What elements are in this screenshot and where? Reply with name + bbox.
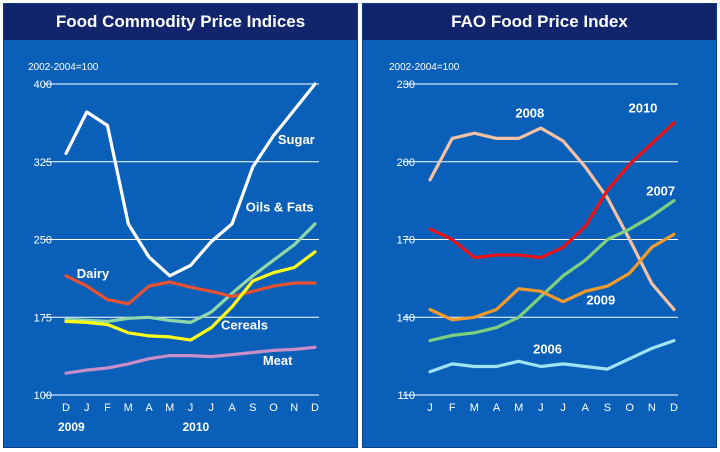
x-tick-label-4: A (145, 402, 153, 414)
series-label-cereals: Cereals (221, 318, 268, 333)
series-label-2009: 2009 (586, 292, 615, 307)
series-line-2010 (428, 121, 676, 260)
y-tick-label-400: 400 (34, 79, 52, 91)
left-chart-title: Food Commodity Price Indices (4, 4, 357, 40)
x-tick-label-1: J (84, 402, 90, 414)
series-line-cereals (64, 250, 317, 342)
y-tick-label-200: 200 (397, 157, 415, 169)
x-tick-label-0: D (62, 402, 70, 414)
x-tick-label-7: A (582, 402, 590, 414)
x-tick-label-10: N (648, 402, 656, 414)
x-tick-label-1: F (449, 402, 456, 414)
series-line-2006 (428, 339, 676, 374)
series-label-sugar: Sugar (278, 132, 315, 147)
x-tick-label-9: O (625, 402, 634, 414)
series-line-dairy (64, 274, 317, 306)
series-label-meat: Meat (263, 353, 293, 368)
x-tick-label-5: M (165, 402, 174, 414)
fao-food-price-index-panel: FAO Food Price Index 2002-2004=100 110 140… (362, 3, 717, 448)
year-label-2009: 2009 (58, 420, 85, 434)
food-commodity-price-indices-panel: Food Commodity Price Indices 2002-2004=1… (3, 3, 358, 448)
x-tick-label-3: A (493, 402, 501, 414)
series-label-oils-fats: Oils & Fats (246, 200, 314, 215)
series-label-2006: 2006 (533, 342, 562, 357)
y-tick-label-325: 325 (34, 157, 52, 169)
x-tick-label-2: M (470, 402, 479, 414)
unit-label: 2002-2004=100 (389, 62, 460, 73)
y-tick-label-170: 170 (397, 235, 415, 247)
x-tick-label-3: M (124, 402, 133, 414)
year-label-2010: 2010 (183, 420, 210, 434)
series-label-dairy: Dairy (77, 266, 110, 281)
x-tick-label-6: J (560, 402, 566, 414)
x-tick-label-12: D (311, 402, 319, 414)
x-tick-label-10: O (269, 402, 278, 414)
series-line-2009 (428, 232, 676, 322)
series-line-sugar (64, 82, 317, 278)
series-line-2008 (428, 126, 676, 312)
x-tick-label-9: S (249, 402, 256, 414)
x-tick-label-4: M (514, 402, 523, 414)
series-label-2010: 2010 (628, 101, 657, 116)
y-tick-label-100: 100 (34, 390, 52, 402)
x-tick-label-11: D (670, 402, 678, 414)
x-tick-label-6: J (188, 402, 194, 414)
series-line-meat (64, 345, 317, 375)
x-tick-label-0: J (427, 402, 433, 414)
x-tick-label-5: J (538, 402, 544, 414)
series-label-2008: 2008 (515, 106, 544, 121)
y-tick-label-140: 140 (397, 312, 415, 324)
fao-food-price-chart: 2002-2004=100 110 140 170 200 230 J F M A M J J A S O N D… (389, 62, 678, 414)
unit-label: 2002-2004=100 (28, 62, 99, 73)
y-tick-label-110: 110 (397, 390, 415, 402)
series-label-2007: 2007 (646, 183, 675, 198)
x-tick-label-8: S (604, 402, 611, 414)
x-tick-label-2: F (104, 402, 111, 414)
x-tick-label-7: J (209, 402, 215, 414)
right-chart-title: FAO Food Price Index (363, 4, 716, 40)
y-tick-label-230: 230 (397, 79, 415, 91)
series-line-oils-fats (64, 222, 317, 324)
x-tick-label-11: N (290, 402, 298, 414)
y-tick-label-175: 175 (34, 312, 52, 324)
x-tick-label-8: A (228, 402, 236, 414)
y-tick-label-250: 250 (34, 235, 52, 247)
series-line-2007 (428, 199, 676, 343)
